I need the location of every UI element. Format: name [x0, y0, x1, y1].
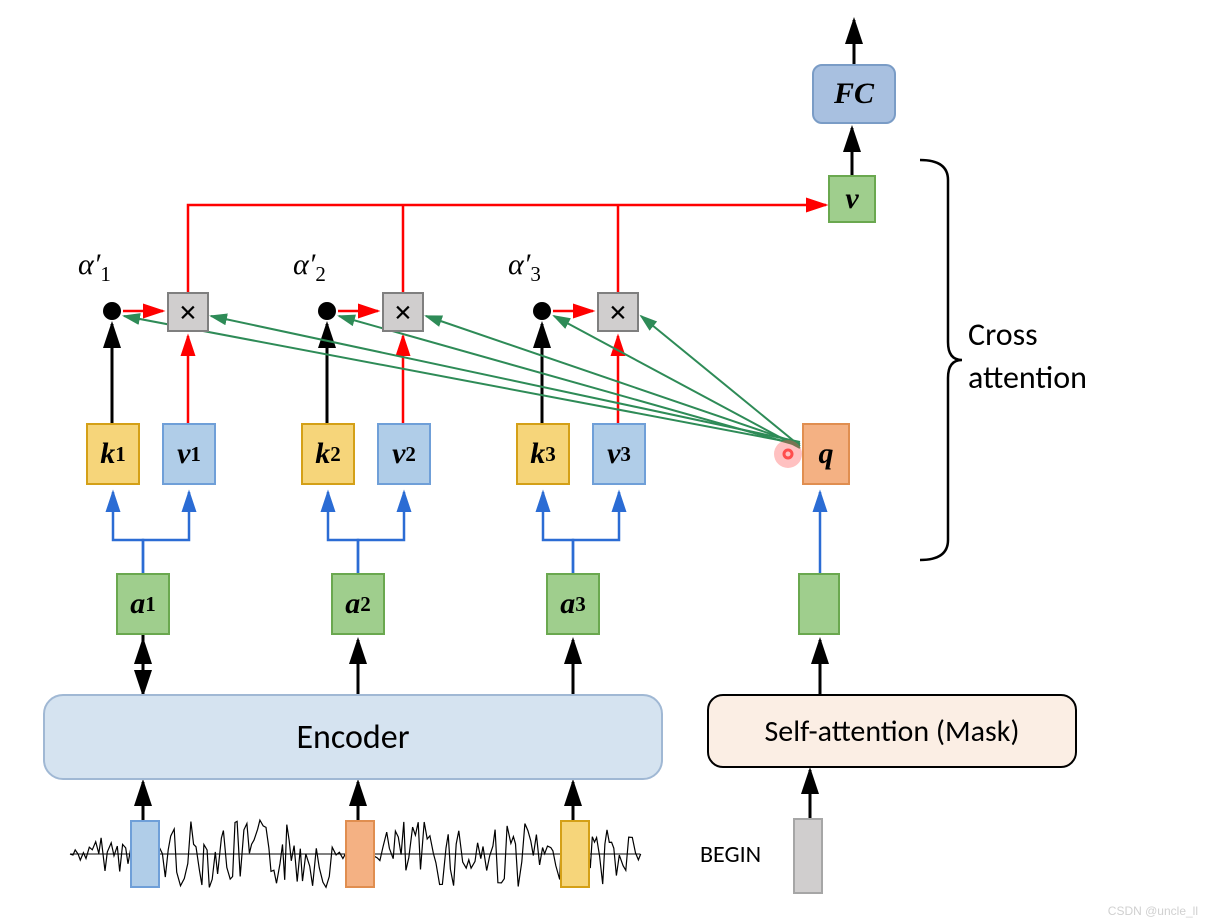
- node-x1: ×: [167, 292, 209, 332]
- begin-label: BEGIN: [700, 840, 761, 869]
- node-v_out: v: [828, 175, 876, 223]
- dot-alpha2: [318, 302, 336, 320]
- node-k2: k2: [301, 423, 355, 485]
- node-begin_box: [793, 818, 823, 894]
- alpha2-label: α′2: [293, 248, 326, 287]
- node-a3: a3: [546, 573, 600, 635]
- node-q: q: [802, 423, 850, 485]
- node-wave_b2: [345, 820, 375, 888]
- alpha1-label: α′1: [78, 248, 111, 287]
- node-wave_b3: [560, 820, 590, 888]
- cross-label: Cross: [968, 315, 1038, 354]
- node-ag: [798, 573, 840, 635]
- node-a1: a1: [116, 573, 170, 635]
- node-a2: a2: [331, 573, 385, 635]
- node-x3: ×: [597, 292, 639, 332]
- alpha3-label: α′3: [508, 248, 541, 287]
- node-v3: v3: [592, 423, 646, 485]
- node-v2: v2: [377, 423, 431, 485]
- dot-alpha1: [103, 302, 121, 320]
- node-selfattn: Self-attention (Mask): [707, 694, 1077, 768]
- attention-label: attention: [968, 358, 1087, 397]
- node-x2: ×: [382, 292, 424, 332]
- node-k3: k3: [516, 423, 570, 485]
- node-fc: FC: [812, 64, 896, 124]
- node-v1: v1: [162, 423, 216, 485]
- watermark: CSDN @uncle_ll: [1108, 904, 1198, 918]
- node-wave_b1: [130, 820, 160, 888]
- dot-alpha3: [533, 302, 551, 320]
- node-encoder: Encoder: [43, 694, 663, 780]
- node-k1: k1: [86, 423, 140, 485]
